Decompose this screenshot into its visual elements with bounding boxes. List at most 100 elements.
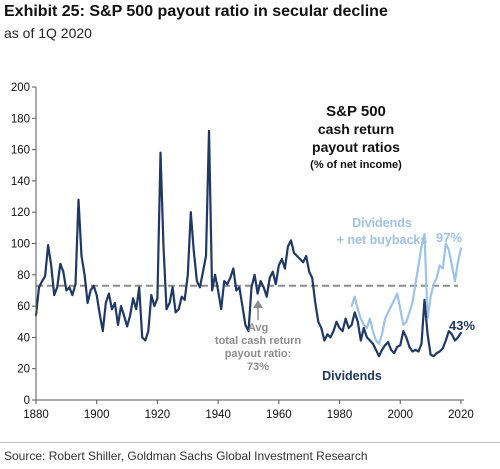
data-point-dividends	[414, 349, 417, 351]
data-point-dividends	[129, 314, 132, 317]
data-point-dividends	[156, 297, 159, 300]
y-tick-label: 80	[17, 270, 30, 282]
data-point-dividends-plus-buybacks	[429, 295, 432, 298]
data-point-dividends	[320, 327, 323, 329]
data-point-dividends-plus-buybacks	[362, 324, 365, 326]
data-point-dividends-plus-buybacks	[423, 233, 426, 236]
data-point-dividends	[123, 314, 125, 317]
data-point-dividends	[299, 258, 301, 260]
data-point-dividends	[353, 311, 356, 314]
data-point-dividends-plus-buybacks	[372, 330, 374, 332]
data-point-dividends	[277, 264, 280, 267]
data-point-dividends-plus-buybacks	[408, 311, 411, 314]
data-point-dividends	[411, 350, 414, 353]
data-point-dividends	[196, 280, 198, 282]
data-point-dividends	[141, 336, 144, 339]
data-point-dividends-plus-buybacks	[435, 277, 438, 279]
data-point-dividends-plus-buybacks	[384, 317, 386, 320]
x-tick-label: 2020	[448, 409, 474, 421]
data-point-dividends	[62, 270, 65, 273]
data-point-dividends	[89, 289, 92, 292]
data-point-dividends-plus-buybacks	[375, 339, 377, 342]
data-point-dividends-plus-buybacks	[420, 245, 423, 248]
data-point-dividends	[384, 344, 386, 347]
data-point-dividends-plus-buybacks	[387, 311, 389, 314]
y-tick-label: 60	[17, 301, 30, 313]
data-point-dividends-plus-buybacks	[396, 292, 399, 295]
data-point-dividends	[199, 286, 201, 289]
data-point-dividends-plus-buybacks	[381, 333, 383, 336]
y-tick-label: 0	[24, 395, 30, 407]
data-point-dividends	[344, 317, 347, 320]
annotation-box-title: S&P 500	[326, 103, 386, 120]
data-point-dividends	[262, 286, 265, 289]
data-point-dividends	[429, 353, 432, 356]
footer-divider	[0, 442, 500, 443]
data-point-dividends	[56, 286, 59, 289]
data-point-dividends	[59, 262, 62, 265]
data-point-dividends	[426, 333, 429, 336]
end-value-dividends-label: 43%	[449, 318, 475, 333]
data-point-dividends	[393, 352, 396, 354]
data-point-dividends	[126, 325, 128, 328]
data-point-dividends	[408, 345, 411, 348]
data-point-dividends	[138, 286, 141, 289]
data-point-dividends	[135, 308, 138, 311]
data-point-dividends	[451, 333, 453, 336]
data-point-dividends	[460, 331, 462, 334]
data-point-dividends-plus-buybacks	[402, 324, 405, 326]
data-point-dividends	[162, 245, 165, 248]
data-point-dividends-plus-buybacks	[366, 327, 368, 329]
data-point-dividends	[338, 327, 341, 329]
data-point-dividends	[108, 292, 110, 295]
annotation-box-unit: (% of net income)	[310, 159, 402, 171]
data-point-dividends	[101, 330, 104, 332]
data-point-dividends-plus-buybacks	[356, 308, 359, 311]
data-point-dividends	[165, 308, 168, 311]
data-point-dividends	[117, 324, 119, 326]
data-point-dividends	[183, 298, 186, 301]
data-point-dividends	[217, 289, 220, 292]
data-point-dividends	[38, 286, 40, 289]
data-point-dividends	[438, 350, 441, 353]
y-tick-label: 200	[11, 82, 30, 94]
data-point-dividends	[83, 273, 86, 276]
annotation-buyback-label-1: Dividends	[352, 216, 412, 230]
y-tick-label: 120	[11, 207, 30, 219]
x-tick-label: 1940	[205, 409, 231, 421]
data-point-dividends	[44, 275, 46, 278]
annotation-buyback-label-2: + net buybacks	[337, 233, 428, 247]
data-point-dividends	[396, 345, 399, 348]
data-point-dividends	[402, 330, 405, 332]
data-point-dividends	[74, 283, 77, 286]
data-point-dividends	[441, 347, 444, 350]
data-point-dividends	[435, 352, 438, 354]
data-point-dividends	[132, 297, 135, 300]
y-tick-label: 40	[17, 332, 30, 344]
data-point-dividends	[232, 267, 235, 270]
data-point-dividends	[111, 308, 113, 311]
data-point-dividends	[65, 289, 68, 292]
data-point-dividends	[329, 336, 332, 339]
data-point-dividends	[247, 330, 250, 332]
data-point-dividends-plus-buybacks	[447, 248, 450, 251]
data-point-dividends	[369, 339, 371, 342]
data-point-dividends	[253, 273, 256, 276]
data-point-dividends	[68, 286, 71, 289]
data-point-dividends	[432, 355, 435, 358]
data-point-dividends-plus-buybacks	[438, 264, 441, 267]
data-point-dividends-plus-buybacks	[444, 242, 447, 245]
data-point-dividends	[302, 261, 304, 264]
annotation-avg-1: Avg	[248, 322, 268, 334]
data-point-dividends	[186, 273, 189, 276]
data-point-dividends	[86, 302, 89, 304]
data-point-dividends	[268, 277, 271, 279]
data-point-dividends	[454, 339, 456, 342]
data-point-dividends-plus-buybacks	[405, 320, 408, 323]
x-tick-label: 1880	[23, 409, 49, 421]
data-point-dividends	[226, 283, 229, 286]
data-point-dividends	[341, 330, 344, 332]
data-point-dividends	[71, 294, 74, 296]
data-point-dividends	[241, 305, 244, 307]
data-point-dividends	[159, 151, 162, 154]
